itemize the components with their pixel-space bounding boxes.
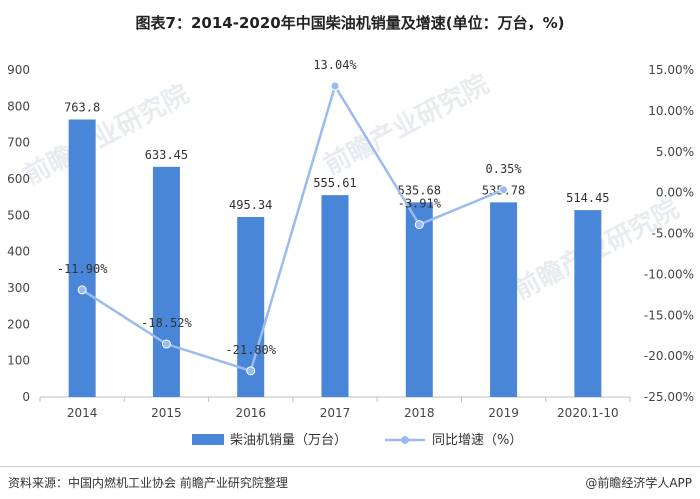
legend-line-marker [401,436,409,444]
source-note: 资料来源：中国内燃机工业协会 前瞻产业研究院整理 [8,476,288,490]
bar [68,119,96,398]
bar-value-label: 763.8 [64,100,100,114]
legend-bar-label: 柴油机销量（万台） [230,433,347,448]
bar-value-label: 633.45 [145,148,188,162]
growth-point [246,366,256,376]
x-tick-label: 2018 [404,406,435,420]
brand-label: @前瞻经济学人APP [585,476,692,490]
growth-point [77,285,87,295]
growth-value-label: -11.90% [57,262,108,276]
chart-title: 图表7：2014-2020年中国柴油机销量及增速(单位：万台，%) [135,14,565,32]
x-tick-label: 2015 [151,406,182,420]
growth-point [499,185,509,195]
bar-value-label: 555.61 [313,176,356,190]
watermark-text: 前瞻产业研究院 [319,68,494,181]
bar [490,202,518,397]
x-tick-label: 2020.1-10 [557,406,619,420]
growth-point [161,339,171,349]
growth-point [330,81,340,91]
y-right-tick-label: 10.00% [648,104,694,118]
y-left-tick-label: 0 [22,390,30,404]
bar [152,166,180,397]
y-left-tick-label: 100 [7,354,30,368]
bar [405,202,433,397]
y-right-tick-label: -5.00% [652,227,694,241]
line-series: -11.90% -18.52% -21.80% 13.04% -3.91% 0.35% [57,58,523,376]
bar-series: 763.8633.45495.34555.61535.68535.78514.4… [64,100,610,398]
x-tick-label: 2017 [320,406,351,420]
growth-line [81,82,505,373]
growth-value-label: 0.35% [486,162,523,176]
bar-value-label: 495.34 [229,198,272,212]
y-left-tick-label: 500 [7,208,30,222]
y-right-tick-label: 5.00% [656,145,694,159]
y-left-tick-label: 700 [7,136,30,150]
growth-value-label: -18.52% [141,316,192,330]
bar-value-label: 535.68 [398,183,441,197]
y-right-tick-label: -20.00% [644,349,694,363]
x-tick-label: 2019 [488,406,519,420]
bar [574,210,602,397]
footer-divider [0,466,700,467]
legend: 柴油机销量（万台） 同比增速（%） [192,433,522,448]
y-right-tick-label: -10.00% [644,267,694,281]
bar [321,195,349,397]
legend-line-label: 同比增速（%） [432,433,522,448]
growth-point [414,220,424,230]
x-tick-label: 2014 [67,406,98,420]
y-left-tick-label: 400 [7,245,30,259]
bar-value-label: 514.45 [566,191,609,205]
y-left-tick-label: 600 [7,172,30,186]
growth-value-label: -3.91% [398,197,442,211]
legend-bar-swatch [192,434,224,445]
y-right-tick-label: 0.00% [656,186,694,200]
growth-value-label: 13.04% [313,58,357,72]
y-right-tick-label: 15.00% [648,63,694,77]
y-right-tick-label: -25.00% [644,390,694,404]
y-right-tick-label: -15.00% [644,308,694,322]
y-left-tick-label: 900 [7,63,30,77]
y-left-tick-label: 800 [7,99,30,113]
y-left-tick-label: 200 [7,317,30,331]
y-left-tick-label: 300 [7,281,30,295]
x-tick-label: 2016 [235,406,266,420]
growth-value-label: -21.80% [225,343,276,357]
